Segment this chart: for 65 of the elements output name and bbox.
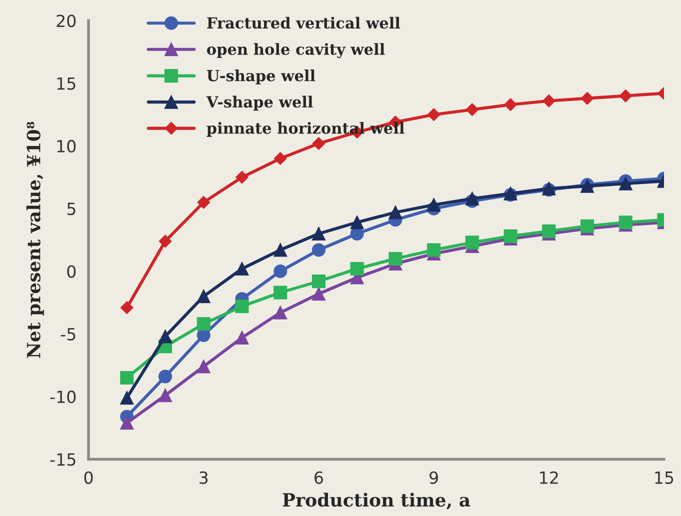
point xyxy=(618,176,632,190)
point xyxy=(504,98,517,112)
point xyxy=(274,286,288,300)
point xyxy=(235,330,249,344)
point xyxy=(197,196,210,209)
y-tick-label: -10 xyxy=(50,390,76,404)
x-axis-title: Production time, a xyxy=(282,492,470,510)
y-tick-label: -15 xyxy=(50,453,76,466)
point xyxy=(274,243,288,257)
point xyxy=(235,300,249,314)
legend-label: U-shape well xyxy=(206,70,316,84)
point xyxy=(312,137,326,150)
point xyxy=(618,216,632,230)
point xyxy=(158,388,172,402)
y-axis-title: Net present value, ¥10⁸ xyxy=(26,122,44,358)
point xyxy=(504,229,518,243)
point xyxy=(196,290,210,304)
point xyxy=(350,216,364,230)
point xyxy=(542,94,556,108)
point xyxy=(158,330,172,344)
point xyxy=(350,262,364,276)
point xyxy=(120,391,134,405)
point xyxy=(312,243,326,257)
point xyxy=(274,306,288,320)
point xyxy=(465,192,479,206)
legend-label: Fractured vertical well xyxy=(207,16,400,29)
point xyxy=(274,152,287,165)
point xyxy=(427,243,441,257)
point xyxy=(158,234,172,248)
point xyxy=(158,370,172,384)
point xyxy=(580,92,594,105)
y-tick-label: 15 xyxy=(57,77,76,90)
y-tick-label: 20 xyxy=(56,14,76,28)
point xyxy=(120,301,134,314)
legend-label: open hole cavity well xyxy=(207,43,385,58)
point xyxy=(580,219,594,233)
legend-label: V-shape well xyxy=(206,96,313,111)
point xyxy=(196,317,210,331)
x-tick-label: 6 xyxy=(314,471,323,484)
point xyxy=(196,360,210,374)
point xyxy=(274,264,288,278)
point xyxy=(235,262,249,276)
y-tick-label: 0 xyxy=(67,265,76,278)
point xyxy=(312,274,326,288)
point xyxy=(427,198,441,212)
point xyxy=(466,103,479,116)
x-tick-label: 9 xyxy=(430,471,438,484)
point xyxy=(120,371,134,385)
x-tick-label: 15 xyxy=(655,472,674,484)
point xyxy=(388,206,402,220)
point xyxy=(236,170,248,184)
point xyxy=(388,252,402,266)
y-tick-label: 10 xyxy=(57,140,76,153)
y-tick-label: -5 xyxy=(60,328,76,340)
x-tick-label: 0 xyxy=(84,471,93,484)
point xyxy=(312,226,326,240)
point xyxy=(465,236,479,250)
point xyxy=(619,89,632,102)
point xyxy=(542,224,556,238)
point xyxy=(120,416,134,430)
x-tick-label: 12 xyxy=(540,471,558,484)
point xyxy=(312,287,326,301)
point xyxy=(427,108,440,122)
y-tick-label: 5 xyxy=(67,202,76,216)
x-tick-label: 3 xyxy=(200,471,208,484)
